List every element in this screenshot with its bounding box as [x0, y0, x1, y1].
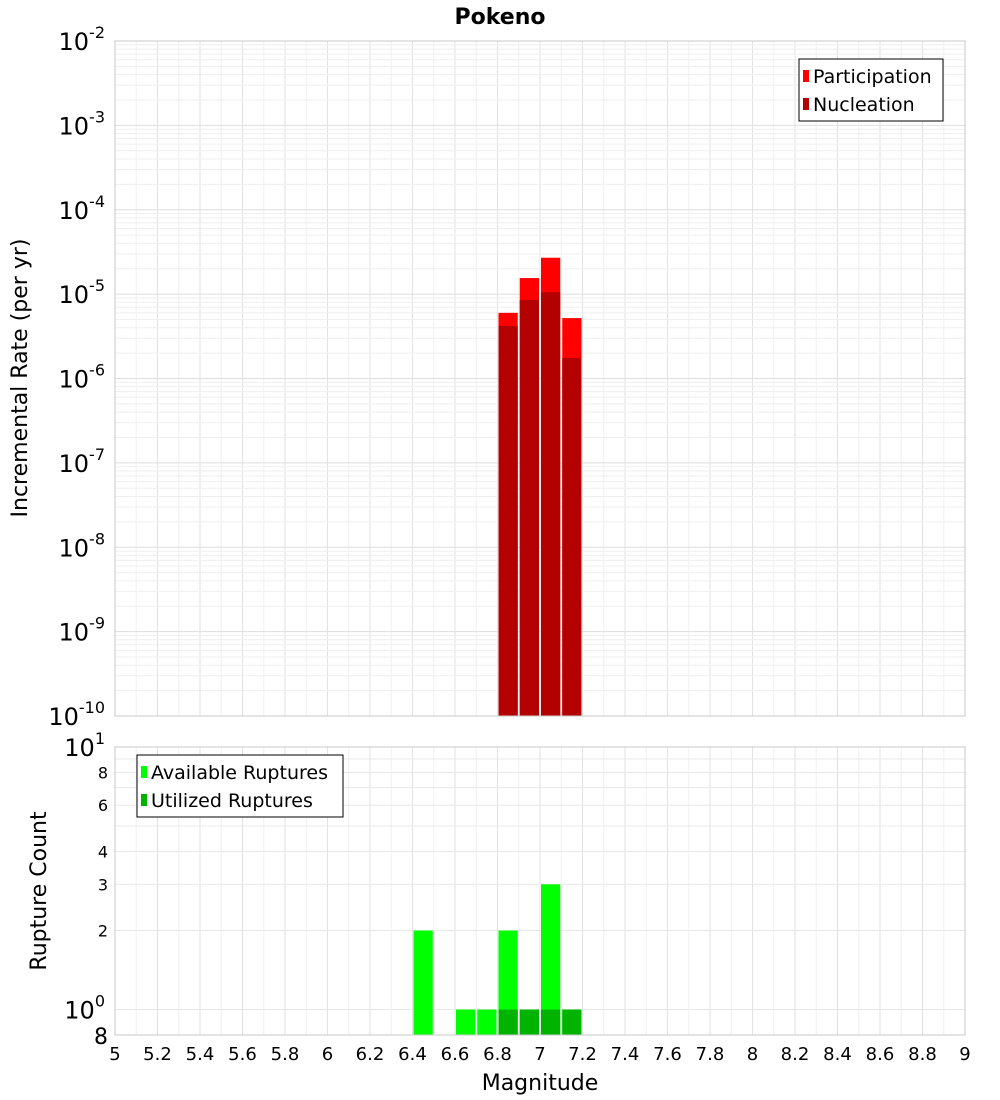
bar-nucleation: [562, 357, 582, 716]
x-tick-label: 5.6: [228, 1044, 257, 1065]
legend-swatch: [141, 766, 147, 778]
y-tick-label: 10-3: [59, 107, 106, 140]
bar-utilized-ruptures: [562, 1009, 582, 1035]
x-tick-label: 7.8: [696, 1044, 725, 1065]
x-tick-label: 8: [747, 1044, 758, 1065]
top-grid: [114, 41, 966, 717]
x-tick-label: 5.4: [186, 1044, 215, 1065]
x-tick-label: 9: [959, 1044, 970, 1065]
y-tick-label: 10-8: [59, 529, 106, 562]
x-tick-label: 8.4: [823, 1044, 852, 1065]
x-tick-label: 8.2: [781, 1044, 810, 1065]
legend-box: [798, 58, 944, 122]
y-tick-label: 10-6: [59, 361, 106, 394]
legend-box: [136, 754, 344, 818]
bar-available-ruptures: [456, 1009, 476, 1035]
y-tick-label: 8: [98, 763, 108, 782]
top-y-ticks: 10-10 10-9 10-8 10-7 10-6 10-5 10-4 10-3 10-2: [48, 23, 105, 731]
x-axis-label: Magnitude: [482, 1071, 599, 1096]
y-tick-label: 8: [94, 1025, 108, 1050]
bar-utilized-ruptures: [498, 1009, 518, 1035]
y-tick-label: 4: [98, 842, 108, 861]
x-ticks: 5 5.2 5.4 5.6 5.8 6 6.2 6.4 6.6 6.8 7 7.2 7.4 7.6 7.8 8…: [109, 1044, 970, 1065]
y-tick-label: 10-2: [59, 23, 106, 56]
top-legend: Participation Nucleation: [798, 58, 944, 122]
top-plot-frame: [114, 40, 966, 717]
x-tick-label: 5.2: [143, 1044, 172, 1065]
legend-label: Nucleation: [813, 94, 915, 116]
bar-available-ruptures: [413, 930, 433, 1035]
x-tick-label: 8.8: [908, 1044, 937, 1065]
x-tick-label: 5: [109, 1044, 120, 1065]
y-tick-label: 10-4: [59, 192, 106, 225]
legend-label: Participation: [813, 66, 932, 88]
x-tick-label: 6.4: [398, 1044, 427, 1065]
y-tick-label: 6: [98, 796, 108, 815]
x-tick-label: 5.8: [271, 1044, 300, 1065]
x-tick-label: 7: [534, 1044, 545, 1065]
bar-utilized-ruptures: [541, 1009, 561, 1035]
bar-nucleation: [498, 325, 518, 716]
top-bars: [498, 257, 582, 716]
legend-swatch: [141, 794, 147, 806]
x-tick-label: 6: [322, 1044, 333, 1065]
y-tick-label: 2: [98, 922, 108, 941]
x-tick-label: 6.8: [483, 1044, 512, 1065]
legend-swatch: [803, 70, 809, 82]
bottom-y-axis-label: Rupture Count: [27, 811, 52, 971]
legend-swatch: [803, 98, 809, 110]
y-tick-label: 10-5: [59, 276, 106, 309]
bar-nucleation: [519, 300, 539, 716]
x-tick-label: 7.6: [653, 1044, 682, 1065]
bar-utilized-ruptures: [519, 1009, 539, 1035]
y-tick-label: 3: [98, 875, 108, 894]
legend-label: Available Ruptures: [151, 762, 328, 784]
bar-available-ruptures: [498, 930, 518, 1035]
y-tick-label: 101: [64, 729, 105, 762]
bar-nucleation: [541, 292, 561, 716]
bottom-plot-frame: [114, 746, 966, 1036]
x-tick-label: 8.6: [866, 1044, 895, 1065]
bottom-legend: Available Ruptures Utilized Ruptures: [136, 754, 344, 818]
x-tick-label: 7.2: [568, 1044, 597, 1065]
bar-available-ruptures: [477, 1009, 497, 1035]
y-tick-label: 10-7: [59, 445, 106, 478]
y-tick-label: 10-10: [48, 698, 105, 731]
y-tick-label: 100: [64, 992, 105, 1025]
x-tick-label: 7.4: [611, 1044, 640, 1065]
x-tick-label: 6.6: [441, 1044, 470, 1065]
bottom-bars: [413, 884, 582, 1035]
x-tick-label: 6.2: [356, 1044, 385, 1065]
y-tick-label: 10-9: [59, 614, 106, 647]
chart-title: Pokeno: [455, 5, 546, 30]
top-y-axis-label: Incremental Rate (per yr): [8, 239, 33, 518]
legend-label: Utilized Ruptures: [151, 790, 313, 812]
bar-available-ruptures: [541, 884, 561, 1035]
